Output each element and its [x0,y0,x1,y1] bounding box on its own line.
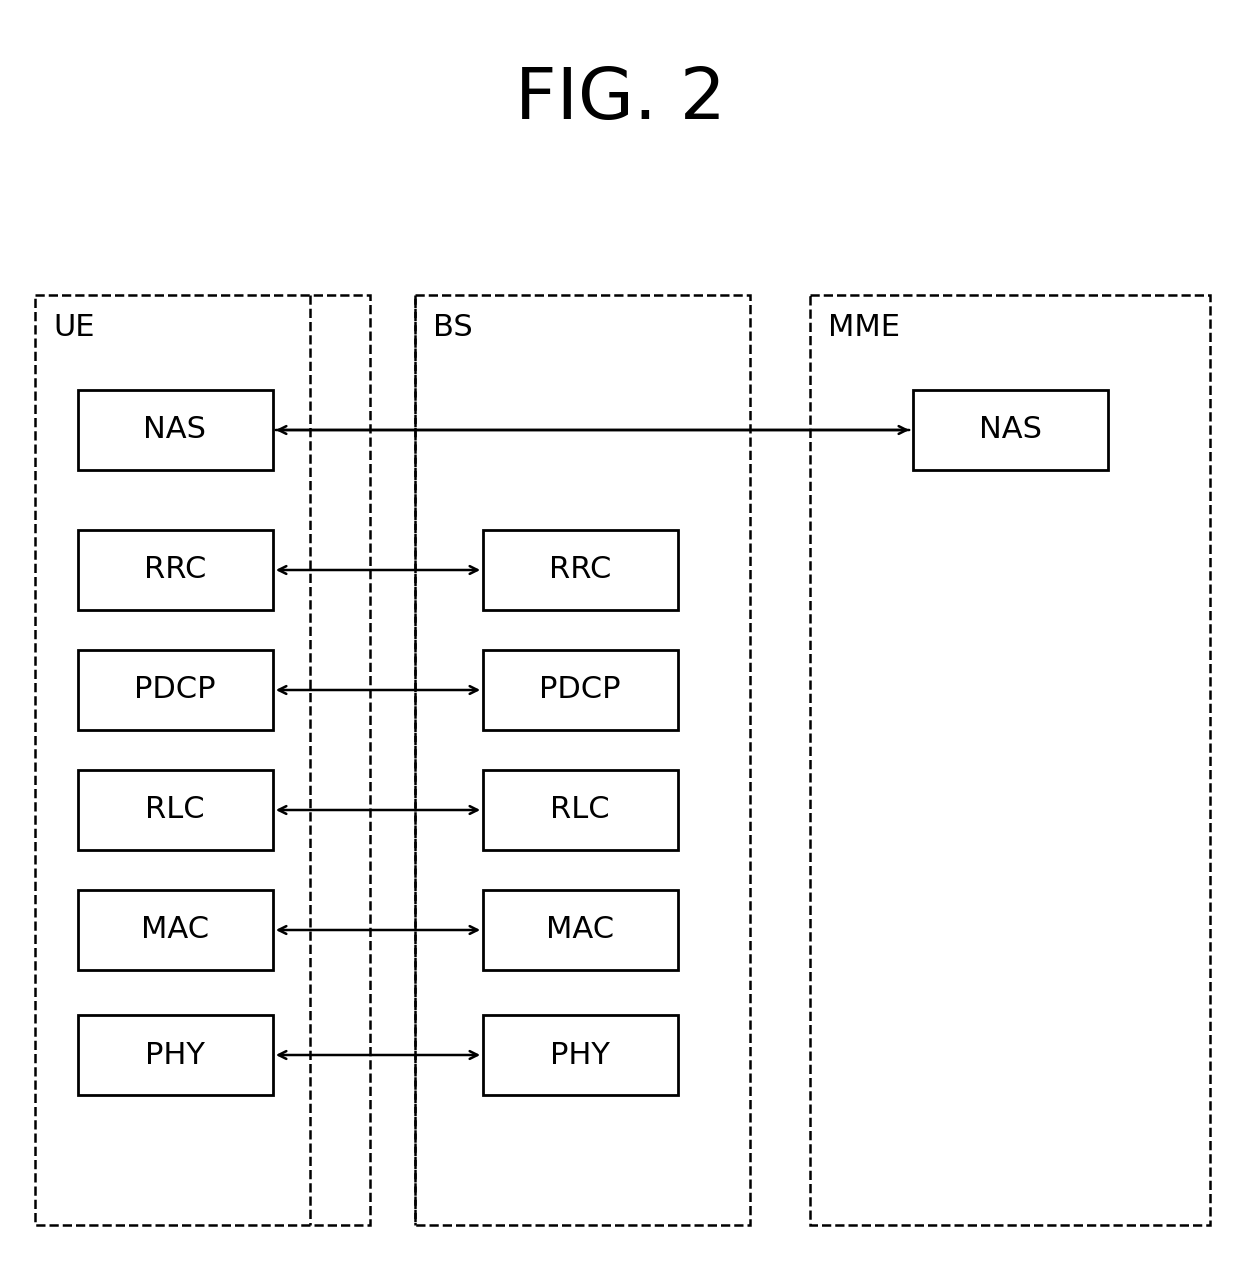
Bar [77,770,273,850]
Bar [482,1015,677,1095]
Bar [77,530,273,610]
Text: PDCP: PDCP [134,675,216,704]
Text: NAS: NAS [144,415,207,444]
Bar [482,650,677,730]
Bar [482,770,677,850]
Bar [482,890,677,970]
Text: NAS: NAS [978,415,1042,444]
Text: UE: UE [53,313,94,343]
Text: RLC: RLC [145,796,205,825]
Text: PDCP: PDCP [539,675,621,704]
Text: PHY: PHY [145,1041,205,1070]
Text: RLC: RLC [551,796,610,825]
Text: MAC: MAC [141,915,210,944]
Bar [415,294,750,1225]
Bar [913,390,1107,470]
Text: FIG. 2: FIG. 2 [515,66,725,135]
Bar [77,1015,273,1095]
Bar [35,294,370,1225]
Bar [77,650,273,730]
Text: BS: BS [433,313,472,343]
Bar [810,294,1210,1225]
Text: RRC: RRC [144,556,206,585]
Text: PHY: PHY [551,1041,610,1070]
Text: MAC: MAC [546,915,614,944]
Bar [77,390,273,470]
Text: RRC: RRC [549,556,611,585]
Text: MME: MME [828,313,900,343]
Bar [482,530,677,610]
Bar [77,890,273,970]
